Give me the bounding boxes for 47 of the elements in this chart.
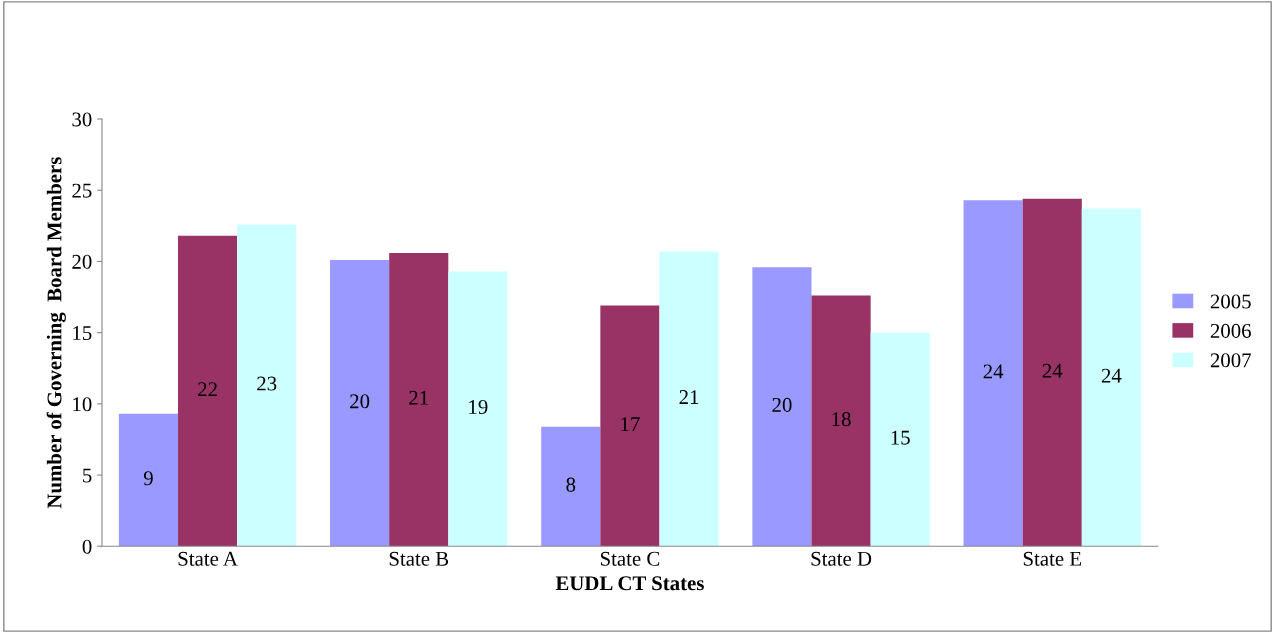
data-label: 24 (1101, 368, 1122, 383)
data-label: 17 (621, 417, 640, 431)
x-tick-label: State C (600, 551, 660, 566)
data-label: 18 (832, 412, 851, 427)
y-tick-label: 0 (82, 539, 92, 554)
bar (330, 260, 390, 547)
bar (178, 235, 238, 547)
bar (600, 305, 660, 547)
y-tick-label: 15 (73, 326, 92, 341)
x-tick-label: State D (811, 551, 872, 566)
legend-label: 2007 (1210, 353, 1251, 368)
data-label: 21 (679, 390, 699, 404)
data-label: 23 (257, 376, 277, 391)
data-label: 21 (409, 390, 428, 405)
bar (448, 271, 508, 547)
bar (118, 413, 179, 547)
bar (752, 267, 812, 547)
data-label: 19 (469, 400, 488, 415)
bar (1022, 198, 1082, 547)
data-label: 24 (983, 364, 1004, 379)
data-label: 24 (1042, 363, 1063, 378)
data-label: 22 (198, 382, 217, 397)
x-tick-label: State E (1023, 551, 1081, 566)
y-tick-label: 20 (72, 254, 92, 269)
x-tick-label: State A (178, 551, 238, 566)
bar (963, 200, 1023, 547)
bar (541, 426, 601, 547)
x-axis-title: EUDL CT States (555, 576, 704, 591)
data-label: 20 (350, 394, 370, 409)
y-tick-label: 30 (72, 112, 92, 127)
data-label: 9 (143, 471, 153, 486)
x-tick-label: State B (389, 551, 449, 566)
y-tick-label: 25 (72, 183, 92, 198)
bar (1081, 208, 1141, 547)
data-label: 8 (566, 477, 576, 492)
bar (811, 295, 871, 547)
bar (659, 251, 719, 547)
bar (389, 252, 449, 547)
bar (237, 224, 297, 547)
y-tick-label: 5 (83, 468, 92, 483)
bar (870, 332, 930, 547)
data-label: 15 (891, 430, 910, 445)
legend-label: 2005 (1210, 294, 1251, 309)
legend-label: 2006 (1210, 323, 1251, 338)
y-tick-label: 10 (73, 397, 92, 412)
y-axis-title: Number of Governing Board Members (46, 157, 66, 509)
data-label: 20 (772, 397, 792, 412)
